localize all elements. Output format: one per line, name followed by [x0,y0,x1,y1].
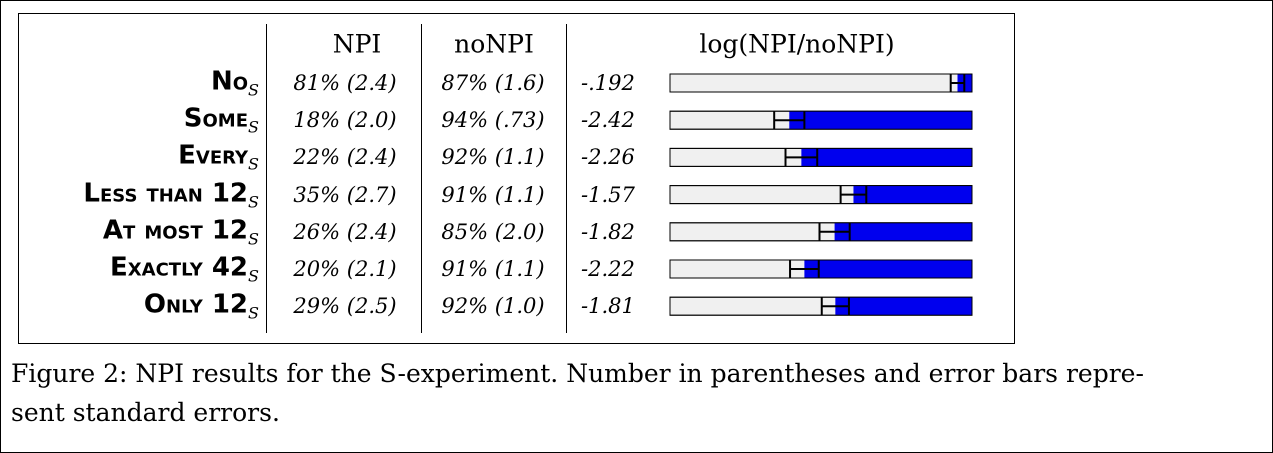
nonpi-cell: 92% (1.0) [441,294,545,319]
log-cell: -.192 [581,71,635,95]
bar-outline [669,147,973,167]
row-label: EveryS [178,141,259,174]
bar [801,148,972,167]
subscript: S [248,229,259,249]
npi-cell: 22% (2.4) [293,145,397,170]
header: NPI [332,29,382,59]
table: NPI noNPI log(NPI/noNPI) NoS SomeS EveryS L… [18,13,1015,344]
label-text: At most 12 [102,215,249,246]
label-text: No [210,66,249,97]
label-text: Every [178,140,249,171]
nonpi-cell: 91% (1.1) [441,182,545,207]
npi-cell: 26% (2.4) [293,219,397,244]
bar-outline [669,73,973,93]
npi-cell: 35% (2.7) [293,182,397,207]
log-cell: -2.42 [581,108,635,133]
bar [789,111,972,130]
bar [853,185,972,204]
nonpi-cell: 94% (.73) [441,108,545,133]
nonpi-cell: 87% (1.6) [441,71,545,95]
caption: sent standard errors. [11,398,280,427]
row-label: NoS [211,66,259,99]
bar [835,297,972,316]
label-text: Some [183,103,249,134]
subscript: S [248,80,259,100]
npi-cell: 81% (2.4) [293,71,397,95]
row-label: At most 12S [103,215,259,248]
nonpi-cell: 91% (1.1) [441,257,545,281]
subscript: S [248,192,259,212]
bar-background [669,73,973,93]
row-label: Only 12S [144,290,259,323]
subscript: S [248,303,259,323]
npi-cell: 18% (2.0) [293,108,397,133]
log-cell: -1.82 [581,219,635,244]
npi-cell: 29% (2.5) [293,294,397,319]
npi-cell: 20% (2.1) [293,257,397,281]
header: noNPI [454,29,534,59]
bar-outline [669,110,973,130]
subscript: S [248,117,259,137]
separator [421,24,422,333]
bar [834,222,972,241]
separator [266,24,267,333]
caption: Figure 2: NPI results for the S-experime… [11,359,1144,388]
bar-outline [669,185,973,205]
log-cell: -2.26 [581,145,635,170]
log-cell: -2.22 [581,257,635,281]
row-label: SomeS [184,104,259,137]
row-labels: NoS SomeS EveryS Less than 12S At most 12S Ex… [19,14,259,343]
label-text: Less than 12 [83,178,249,208]
label-text: Only 12 [143,289,249,320]
separator [566,24,567,333]
bar [804,260,972,278]
label-text: Exactly 42 [110,252,249,283]
row-label: Exactly 42S [110,252,259,285]
log-cell: -1.81 [581,294,635,319]
bars [669,73,973,316]
bar-outline [669,222,973,242]
header: log(NPI/noNPI) [699,29,895,59]
subscript: S [248,154,259,174]
subscript: S [248,266,259,286]
bar-outline [669,259,973,279]
log-cell: -1.57 [581,182,635,207]
nonpi-cell: 85% (2.0) [441,219,545,244]
nonpi-cell: 92% (1.1) [441,145,545,170]
row-label: Less than 12S [83,178,259,211]
